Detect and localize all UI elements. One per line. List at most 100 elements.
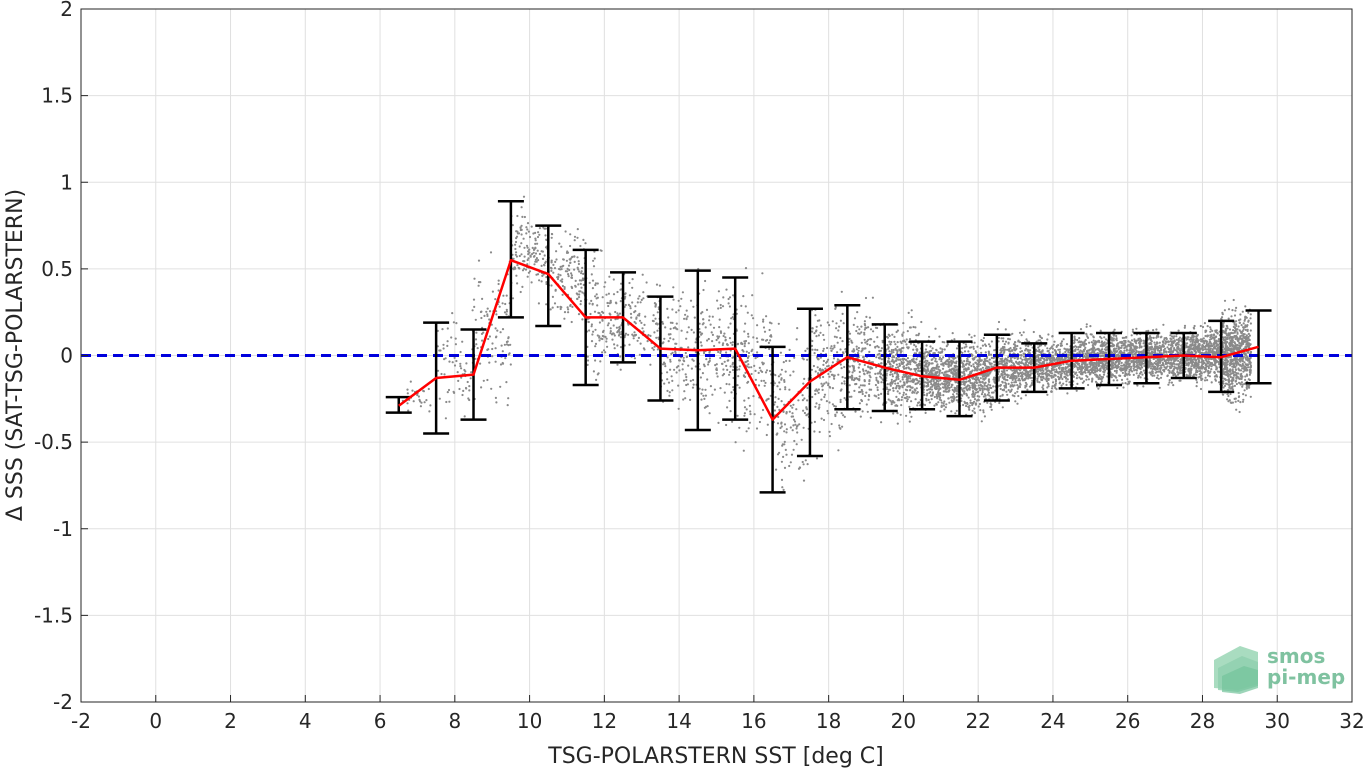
scatter-point xyxy=(888,340,891,343)
scatter-point xyxy=(752,336,755,339)
scatter-point xyxy=(1024,386,1027,389)
scatter-point xyxy=(908,396,911,399)
scatter-point xyxy=(1036,372,1039,376)
scatter-point xyxy=(578,270,581,273)
scatter-point xyxy=(700,392,703,395)
scatter-point xyxy=(853,369,856,372)
scatter-point xyxy=(684,313,687,316)
scatter-point xyxy=(1001,376,1004,379)
scatter-point xyxy=(1086,349,1090,352)
scatter-point xyxy=(981,389,984,392)
scatter-point xyxy=(643,348,646,351)
scatter-point xyxy=(803,377,806,380)
scatter-point xyxy=(892,361,895,364)
scatter-point xyxy=(861,384,865,387)
scatter-point xyxy=(779,426,782,430)
scatter-point xyxy=(675,311,678,314)
scatter-point xyxy=(550,284,553,287)
scatter-point xyxy=(706,339,709,342)
scatter-point xyxy=(654,305,657,308)
scatter-point xyxy=(1139,337,1142,340)
scatter-point xyxy=(814,370,817,373)
scatter-point xyxy=(814,314,817,317)
scatter-point xyxy=(514,253,517,256)
scatter-point xyxy=(973,369,976,372)
scatter-point xyxy=(744,361,747,364)
scatter-point xyxy=(1101,345,1104,348)
scatter-point xyxy=(748,404,752,407)
scatter-point xyxy=(1037,350,1040,353)
scatter-point xyxy=(950,385,953,388)
scatter-point xyxy=(1015,376,1018,379)
scatter-point xyxy=(1104,360,1107,363)
scatter-point xyxy=(850,395,853,398)
scatter-point xyxy=(763,384,766,387)
scatter-point xyxy=(439,349,442,352)
scatter-point xyxy=(852,367,855,370)
scatter-point xyxy=(967,405,970,408)
scatter-point xyxy=(909,326,912,329)
scatter-point xyxy=(579,300,583,303)
scatter-point xyxy=(1010,364,1013,367)
scatter-point xyxy=(601,330,605,334)
scatter-point xyxy=(817,407,820,410)
scatter-point xyxy=(827,358,830,361)
scatter-point xyxy=(531,252,534,256)
scatter-point xyxy=(580,286,583,289)
scatter-point xyxy=(1016,390,1019,393)
scatter-point xyxy=(738,426,741,429)
scatter-point xyxy=(858,402,862,405)
scatter-point xyxy=(565,251,569,254)
scatter-point xyxy=(640,298,643,301)
scatter-point xyxy=(939,383,942,386)
scatter-point xyxy=(870,388,873,391)
scatter-point xyxy=(943,390,946,393)
scatter-point xyxy=(929,386,932,389)
scatter-point xyxy=(840,290,843,293)
scatter-point xyxy=(728,399,731,402)
scatter-point xyxy=(895,387,898,390)
scatter-point xyxy=(573,255,576,258)
scatter-point xyxy=(989,402,992,405)
scatter-point xyxy=(947,397,950,400)
scatter-point xyxy=(552,271,555,274)
scatter-point xyxy=(491,355,494,358)
scatter-point xyxy=(728,296,732,299)
scatter-point xyxy=(1050,357,1053,360)
scatter-point xyxy=(893,340,896,343)
scatter-point xyxy=(1103,336,1106,339)
scatter-point xyxy=(588,329,591,332)
scatter-point xyxy=(520,206,523,209)
scatter-point xyxy=(1094,365,1098,368)
scatter-point xyxy=(666,307,669,310)
scatter-point xyxy=(675,322,678,325)
scatter-point xyxy=(537,302,541,305)
scatter-point xyxy=(777,322,780,325)
scatter-point xyxy=(591,287,595,290)
scatter-point xyxy=(406,392,409,395)
scatter-point xyxy=(910,368,913,371)
scatter-point xyxy=(1120,361,1123,364)
scatter-point xyxy=(860,388,863,392)
scatter-point xyxy=(926,369,930,372)
scatter-point xyxy=(885,372,888,375)
scatter-point xyxy=(1078,337,1081,340)
scatter-point xyxy=(971,384,974,387)
scatter-point xyxy=(725,351,728,354)
scatter-point xyxy=(1065,343,1069,346)
scatter-point xyxy=(619,368,622,371)
scatter-point xyxy=(1091,368,1094,371)
scatter-point xyxy=(932,379,935,383)
scatter-point xyxy=(1006,359,1009,362)
scatter-point xyxy=(1094,373,1097,376)
scatter-point xyxy=(968,384,971,387)
scatter-point xyxy=(474,338,478,341)
scatter-point xyxy=(841,351,845,354)
scatter-point xyxy=(671,389,674,392)
scatter-point xyxy=(1009,375,1013,378)
scatter-point xyxy=(1035,363,1038,366)
scatter-point xyxy=(446,327,449,330)
scatter-point xyxy=(1115,371,1118,374)
scatter-point xyxy=(1048,374,1051,377)
scatter-point xyxy=(522,237,525,240)
